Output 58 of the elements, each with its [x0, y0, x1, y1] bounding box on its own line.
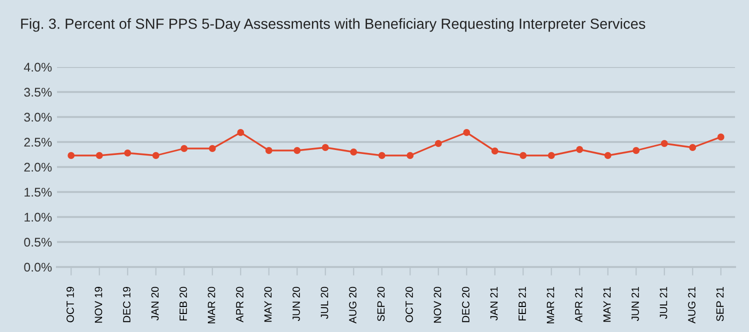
y-tick-label: 1.0% — [24, 212, 52, 222]
point — [689, 144, 696, 151]
point — [237, 129, 244, 136]
x-tick-label: SEP 20 — [377, 286, 385, 322]
y-tick-label: 0.5% — [24, 238, 52, 247]
x-tick-label: OCT 19 — [66, 286, 74, 322]
x-tick-label: NOV 20 — [434, 286, 442, 323]
x-tick-label: FEB 20 — [180, 286, 187, 320]
point — [180, 145, 188, 152]
y-tick-label: 0.0% — [24, 262, 52, 272]
point — [717, 134, 724, 140]
x-tick-label: MAY 21 — [603, 286, 611, 322]
point — [294, 147, 301, 154]
point — [208, 145, 216, 152]
y-tick-label: 2.0% — [24, 162, 52, 172]
x-tick-label: JAN 20 — [151, 286, 159, 320]
x-tick-label: APR 21 — [575, 286, 582, 322]
point — [124, 150, 132, 156]
x-tick-label: AUG 20 — [349, 286, 356, 324]
point — [152, 152, 160, 159]
point — [632, 147, 640, 154]
x-tick-label: MAR 21 — [546, 286, 554, 324]
y-tick-label: 3.0% — [24, 112, 52, 122]
y-tick-label: 3.5% — [24, 88, 52, 97]
x-tick-label: DEC 20 — [462, 286, 470, 322]
x-tick-label: JUL 21 — [660, 286, 668, 319]
x-tick-label: DEC 19 — [123, 286, 130, 322]
x-tick-label: APR 20 — [236, 286, 244, 322]
x-tick-label: NOV 19 — [94, 286, 102, 323]
x-tick-label: MAY 20 — [264, 286, 272, 322]
y-tick-label: 2.5% — [24, 138, 52, 147]
point — [322, 144, 329, 151]
point — [491, 148, 498, 154]
y-tick-label: 1.5% — [24, 188, 52, 197]
y-tick-label: 4.0% — [24, 62, 52, 72]
point — [604, 152, 612, 159]
point — [660, 140, 668, 147]
point — [96, 152, 103, 159]
point — [434, 140, 442, 147]
point — [378, 152, 386, 159]
x-tick-label: JUN 20 — [292, 286, 300, 322]
chart-title: Fig. 3. Percent of SNF PPS 5-Day Assessments with Beneficiary Requesting Interpreter Services — [21, 18, 646, 32]
x-tick-label: OCT 20 — [406, 286, 413, 322]
point — [463, 129, 470, 136]
point — [548, 152, 555, 159]
x-tick-label: JUL 20 — [320, 286, 328, 319]
point — [576, 146, 584, 153]
x-tick-label: MAR 20 — [208, 286, 216, 324]
x-tick-label: AUG 21 — [688, 286, 696, 324]
x-tick-label: FEB 21 — [518, 286, 526, 320]
x-tick-label: JUN 21 — [632, 286, 639, 322]
x-tick-label: JAN 21 — [490, 286, 498, 320]
point — [406, 152, 414, 159]
point — [265, 147, 272, 154]
point — [350, 148, 358, 156]
point — [68, 152, 75, 159]
x-tick-label: SEP 21 — [716, 286, 724, 322]
point — [520, 152, 527, 159]
